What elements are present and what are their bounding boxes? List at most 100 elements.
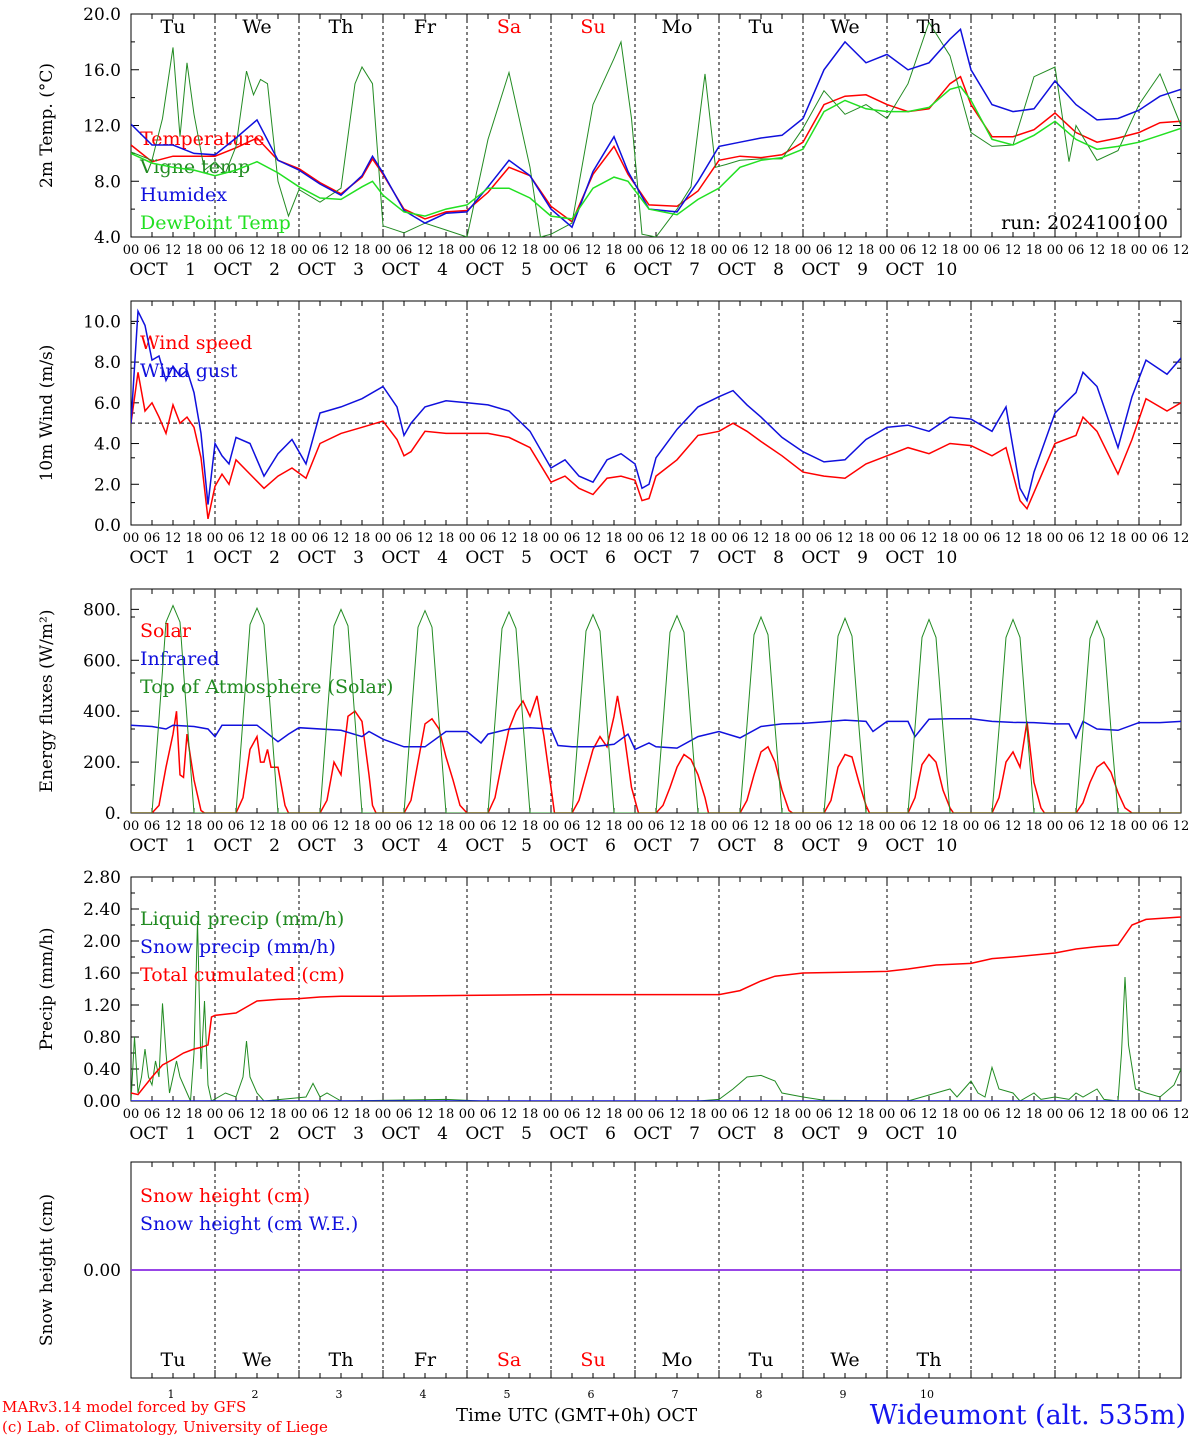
wind-hour-label: 12 [333, 531, 350, 546]
temp-hour-label: 18 [1110, 243, 1127, 258]
flux-date-month: OCT [465, 836, 504, 856]
precip-hour-label: 06 [900, 1107, 917, 1122]
day-number-7: 8 [756, 1388, 763, 1401]
temp-hour-label: 06 [1152, 243, 1169, 258]
precip-date-month: OCT [549, 1124, 588, 1144]
precip-hour-label: 12 [669, 1107, 686, 1122]
precip-hour-label: 18 [522, 1107, 539, 1122]
flux-date-month: OCT [633, 836, 672, 856]
temp-date-day: 10 [936, 260, 958, 280]
temp-legend-3: DewPoint Temp [140, 212, 291, 234]
wind-date-day: 8 [773, 548, 784, 568]
flux-hour-label: 12 [165, 819, 182, 834]
wind-hour-label: 06 [900, 531, 917, 546]
wind-date-month: OCT [129, 548, 168, 568]
flux-y-axis-title: Energy fluxes (W/m²) [37, 610, 57, 793]
flux-hour-label: 00 [963, 819, 980, 834]
weekday-top-8: We [830, 16, 859, 38]
weekday-top-1: We [242, 16, 271, 38]
wind-hour-label: 18 [354, 531, 371, 546]
precip-hour-label: 06 [816, 1107, 833, 1122]
flux-date-day: 2 [269, 836, 280, 856]
flux-hour-label: 00 [459, 819, 476, 834]
temp-hour-label: 00 [123, 243, 140, 258]
flux-hour-label: 06 [564, 819, 581, 834]
wind-legend-1: Wind gust [140, 360, 238, 382]
flux-date-month: OCT [801, 836, 840, 856]
day-number-3: 4 [420, 1388, 427, 1401]
precip-hour-label: 18 [606, 1107, 623, 1122]
wind-date-day: 5 [521, 548, 532, 568]
temp-hour-label: 06 [228, 243, 245, 258]
wind-hour-label: 00 [627, 531, 644, 546]
temp-hour-label: 18 [942, 243, 959, 258]
precip-hour-label: 18 [690, 1107, 707, 1122]
precip-y-tick-label: 1.20 [83, 996, 121, 1016]
wind-hour-label: 00 [543, 531, 560, 546]
wind-date-day: 7 [689, 548, 700, 568]
precip-hour-label: 18 [1026, 1107, 1043, 1122]
precip-date-day: 6 [605, 1124, 616, 1144]
wind-hour-label: 06 [144, 531, 161, 546]
precip-date-day: 3 [353, 1124, 364, 1144]
temp-hour-label: 12 [333, 243, 350, 258]
wind-legend-0: Wind speed [140, 332, 252, 354]
flux-hour-label: 18 [1026, 819, 1043, 834]
precip-hour-label: 06 [396, 1107, 413, 1122]
flux-legend-2: Top of Atmosphere (Solar) [140, 676, 393, 698]
precip-hour-label: 00 [375, 1107, 392, 1122]
precip-date-day: 8 [773, 1124, 784, 1144]
wind-hour-label: 00 [123, 531, 140, 546]
temp-hour-label: 12 [1173, 243, 1190, 258]
flux-hour-label: 12 [1005, 819, 1022, 834]
precip-date-day: 1 [185, 1124, 196, 1144]
precip-date-month: OCT [465, 1124, 504, 1144]
flux-date-day: 4 [437, 836, 448, 856]
temp-date-day: 7 [689, 260, 700, 280]
temp-hour-label: 12 [585, 243, 602, 258]
temp-hour-label: 18 [522, 243, 539, 258]
flux-hour-label: 18 [1110, 819, 1127, 834]
temp-date-day: 6 [605, 260, 616, 280]
flux-y-tick-label: 400. [83, 702, 121, 722]
temp-y-tick-label: 4.0 [94, 228, 121, 248]
precip-hour-label: 06 [144, 1107, 161, 1122]
wind-y-tick-label: 4.0 [94, 435, 121, 455]
precip-hour-label: 00 [627, 1107, 644, 1122]
precip-hour-label: 12 [1005, 1107, 1022, 1122]
precip-hour-label: 12 [837, 1107, 854, 1122]
wind-date-day: 4 [437, 548, 448, 568]
temp-hour-label: 12 [669, 243, 686, 258]
flux-hour-label: 12 [1173, 819, 1190, 834]
precip-hour-label: 12 [249, 1107, 266, 1122]
temp-hour-label: 18 [690, 243, 707, 258]
temp-hour-label: 12 [1005, 243, 1022, 258]
flux-hour-label: 18 [270, 819, 287, 834]
temp-hour-label: 12 [165, 243, 182, 258]
precip-hour-label: 00 [1131, 1107, 1148, 1122]
flux-y-tick-label: 600. [83, 651, 121, 671]
flux-hour-label: 12 [1089, 819, 1106, 834]
snow-y-axis-title: Snow height (cm) [37, 1194, 57, 1346]
precip-hour-label: 12 [165, 1107, 182, 1122]
temp-hour-label: 18 [354, 243, 371, 258]
wind-hour-label: 06 [732, 531, 749, 546]
flux-hour-label: 00 [627, 819, 644, 834]
flux-hour-label: 00 [207, 819, 224, 834]
weekday-top-9: Th [917, 16, 942, 38]
temp-hour-label: 00 [795, 243, 812, 258]
wind-hour-label: 12 [1173, 531, 1190, 546]
flux-date-day: 1 [185, 836, 196, 856]
wind-hour-label: 00 [1047, 531, 1064, 546]
wind-hour-label: 06 [396, 531, 413, 546]
temp-date-month: OCT [381, 260, 420, 280]
precip-hour-label: 18 [270, 1107, 287, 1122]
wind-hour-label: 12 [165, 531, 182, 546]
flux-hour-label: 00 [1131, 819, 1148, 834]
precip-hour-label: 06 [1068, 1107, 1085, 1122]
temp-y-tick-label: 16.0 [83, 61, 121, 81]
precip-hour-label: 00 [711, 1107, 728, 1122]
wind-series-wind-speed [131, 372, 1181, 520]
wind-hour-label: 12 [753, 531, 770, 546]
temp-date-month: OCT [129, 260, 168, 280]
